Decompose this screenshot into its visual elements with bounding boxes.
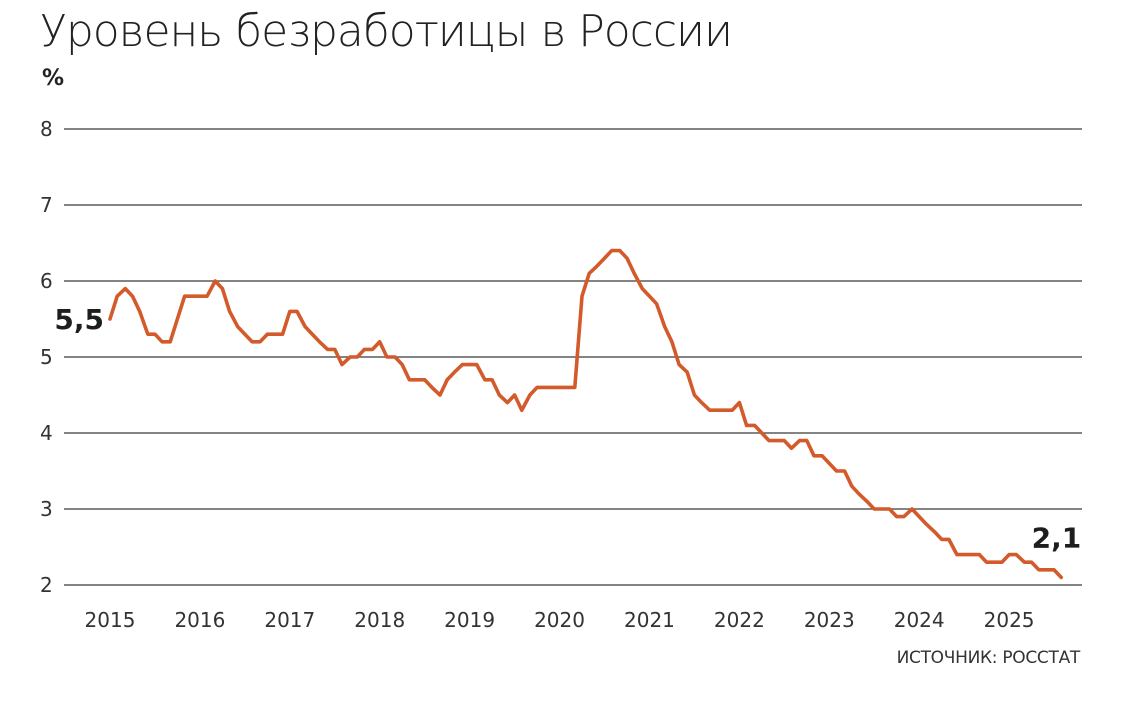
x-tick-label: 2020	[534, 608, 585, 632]
y-tick-label: 3	[40, 497, 53, 521]
chart-title: Уровень безработицы в России	[40, 6, 733, 57]
y-tick-label: 6	[40, 269, 53, 293]
series-group	[108, 248, 1063, 580]
grid-lines	[64, 128, 1082, 586]
x-tick-label: 2023	[804, 608, 855, 632]
y-tick-label: 8	[40, 117, 53, 141]
x-tick-label: 2022	[714, 608, 765, 632]
x-tick-label: 2017	[264, 608, 315, 632]
x-tick-label: 2025	[984, 608, 1035, 632]
y-tick-label: 4	[40, 421, 53, 445]
data-label: 2,1	[1032, 521, 1082, 554]
x-tick-label: 2018	[354, 608, 405, 632]
data-labels: 5,5 2,1	[54, 303, 1081, 554]
x-tick-label: 2021	[624, 608, 675, 632]
y-tick-labels: 2 3 4 5 6 7 8	[40, 117, 53, 597]
source-note: ИСТОЧНИК: РОССТАТ	[896, 648, 1081, 668]
data-label: 5,5	[54, 303, 104, 336]
y-tick-label: 2	[40, 573, 53, 597]
y-axis-unit: %	[42, 66, 65, 91]
x-tick-label: 2019	[444, 608, 495, 632]
y-tick-label: 7	[40, 193, 53, 217]
x-tick-label: 2016	[174, 608, 225, 632]
series-line-0	[108, 248, 1063, 580]
x-tick-label: 2024	[894, 608, 945, 632]
x-tick-label: 2015	[85, 608, 136, 632]
y-tick-label: 5	[40, 345, 53, 369]
x-tick-labels: 2015 2016 2017 2018 2019 2020 2021 2022 2023 2024…	[85, 608, 1035, 632]
